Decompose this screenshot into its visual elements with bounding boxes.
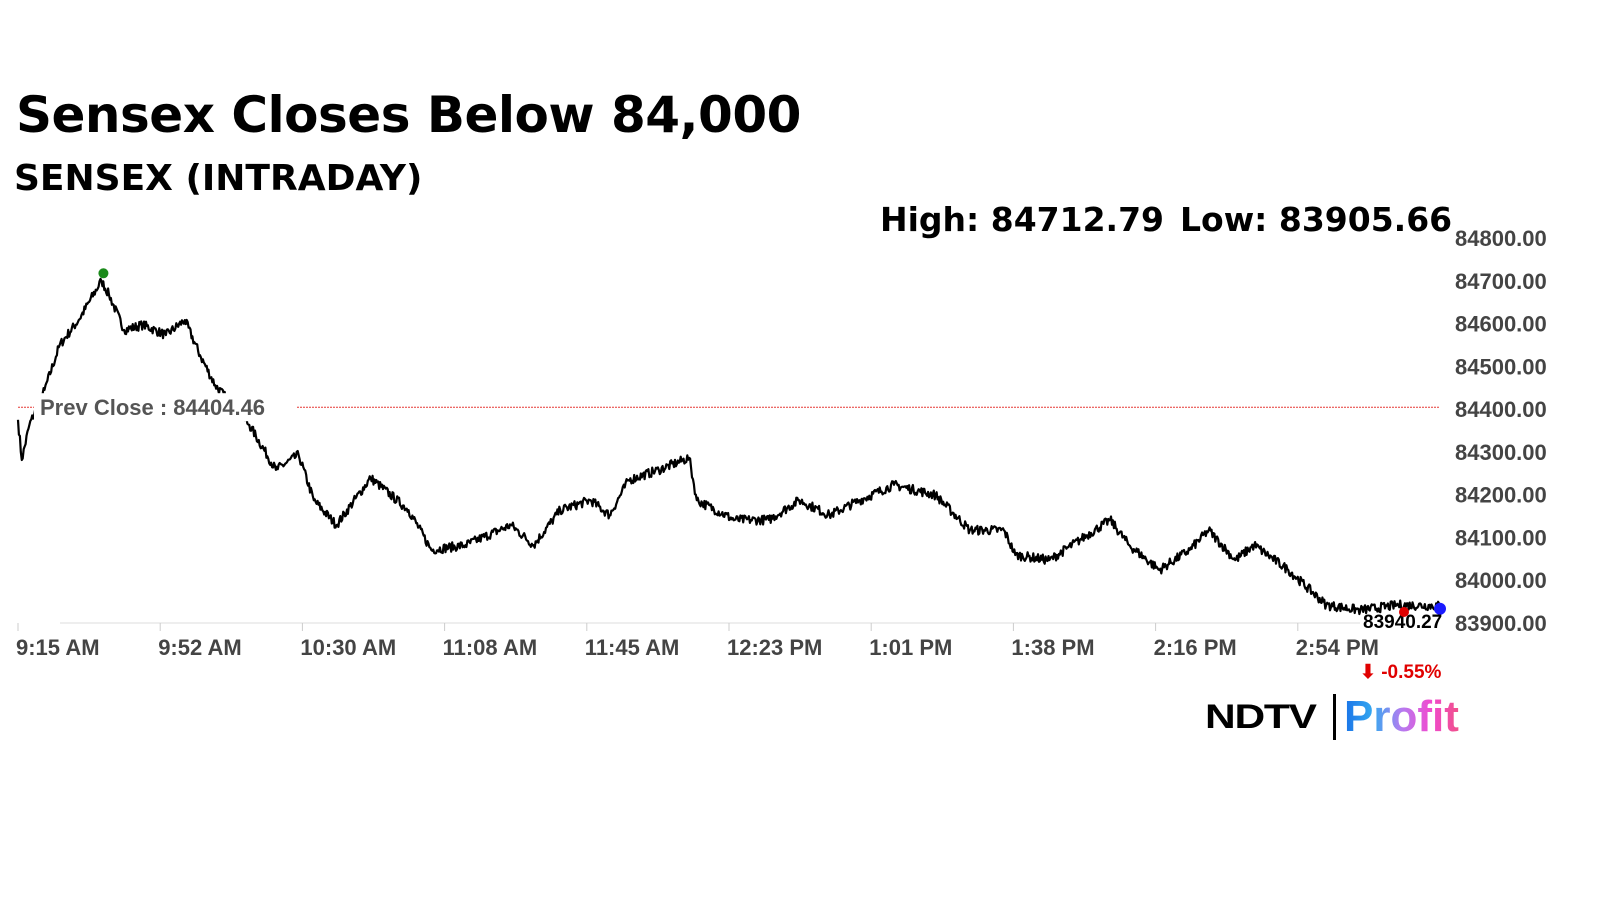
x-tick-label: 2:16 PM <box>1154 635 1237 660</box>
x-tick-label: 1:01 PM <box>869 635 952 660</box>
ndtv-profit-logo: NDTV Profit <box>1205 692 1459 742</box>
prev-close-label: Prev Close : 84404.46 <box>40 395 265 420</box>
x-tick-label: 11:45 AM <box>585 635 680 660</box>
y-tick-label: 84700.00 <box>1455 269 1547 294</box>
y-tick-label: 84200.00 <box>1455 483 1547 508</box>
x-tick-label: 2:54 PM <box>1296 635 1379 660</box>
chart-subtitle: SENSEX (INTRADAY) <box>14 158 423 199</box>
x-tick-label: 12:23 PM <box>727 635 822 660</box>
x-tick-label: 10:30 AM <box>300 635 396 660</box>
y-tick-label: 84400.00 <box>1455 397 1547 422</box>
low-label: Low: 83905.66 <box>1180 200 1453 239</box>
x-tick-label: 11:08 AM <box>443 635 538 660</box>
y-tick-label: 84000.00 <box>1455 568 1547 593</box>
y-tick-label: 84500.00 <box>1455 354 1547 379</box>
logo-ndtv: NDTV <box>1205 697 1317 736</box>
prev-close-label-bg <box>34 393 296 422</box>
x-tick-label: 9:15 AM <box>16 635 100 660</box>
y-tick-label: 84100.00 <box>1455 525 1547 550</box>
x-tick-label: 1:38 PM <box>1011 635 1094 660</box>
price-change-label: ⬇ -0.55% <box>1360 662 1442 683</box>
logo-divider <box>1333 694 1336 740</box>
price-line <box>16 277 1442 616</box>
y-tick-label: 83900.00 <box>1455 611 1547 636</box>
y-tick-label: 84600.00 <box>1455 312 1547 337</box>
x-tick-label: 9:52 AM <box>158 635 242 660</box>
last-price-label: 83940.27 <box>1363 612 1442 633</box>
high-label: High: 84712.79 <box>880 200 1164 239</box>
y-tick-label: 84800.00 <box>1455 226 1547 251</box>
high-marker <box>98 268 109 279</box>
last-price-marker <box>1434 602 1446 615</box>
last-price-dot <box>1399 607 1409 617</box>
headline: Sensex Closes Below 84,000 <box>16 86 801 144</box>
y-tick-label: 84300.00 <box>1455 440 1547 465</box>
logo-profit: Profit <box>1344 692 1459 741</box>
